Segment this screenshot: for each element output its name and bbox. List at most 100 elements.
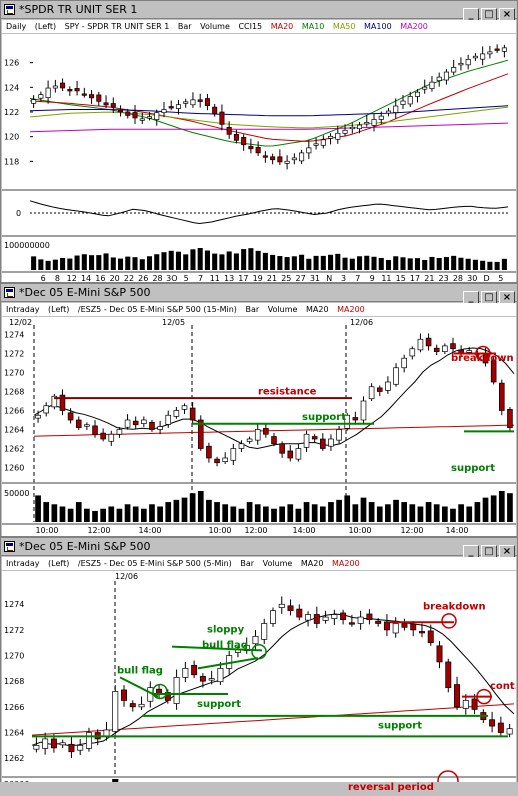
chart-window-icon (4, 4, 15, 15)
volume-bar (393, 499, 399, 522)
candle-up (33, 744, 40, 750)
annotation-circle (441, 613, 457, 629)
volume-bar (173, 499, 180, 522)
volume-bar (487, 261, 493, 270)
candle-down (263, 428, 269, 435)
candle-up (77, 744, 84, 751)
annotation-support: support (302, 412, 346, 423)
chart-window-icon (4, 287, 15, 298)
candle-up (480, 53, 486, 60)
candle-down (262, 155, 268, 158)
annotation-breakdown: breakdown (423, 601, 486, 612)
volume-bar (248, 248, 254, 270)
x-tick-label: 22 (124, 274, 134, 282)
candle-up (320, 139, 326, 146)
volume-bar (409, 504, 416, 522)
maximize-button[interactable]: □ (481, 8, 497, 22)
candle-down (206, 445, 212, 459)
x-tick-label: 27 (296, 274, 306, 282)
candle-down (110, 103, 116, 108)
volume-bar (154, 254, 160, 270)
volume-bar (74, 255, 80, 270)
volume-bar (204, 250, 210, 270)
info-item: CCI15 (238, 22, 263, 31)
volume-bar (190, 249, 196, 270)
candle-up (35, 414, 41, 419)
candle-down (60, 82, 66, 89)
x-tick-label: 10:00 (208, 526, 231, 535)
volume-bar (263, 506, 269, 522)
candle-up (230, 448, 237, 461)
candle-down (197, 99, 203, 102)
chart-info-bar: Intraday (Left) /ESZ5 - Dec 05 E-Mini S&… (2, 303, 516, 316)
volume-bar (183, 254, 189, 270)
volume-bar (254, 504, 261, 522)
volume-bar (295, 508, 302, 522)
volume-bar (139, 259, 145, 270)
volume-bar (226, 251, 232, 270)
window-title: *Dec 05 E-Mini S&P 500 (19, 286, 151, 299)
footer-strip: reversal period (0, 782, 518, 796)
legend-ma200: MA200 (400, 22, 428, 31)
volume-bar (60, 257, 66, 270)
y-tick-label: 118 (4, 157, 19, 166)
volume-bar (466, 506, 473, 522)
candle-down (67, 412, 74, 421)
candle-up (443, 71, 449, 81)
volume-bar (401, 502, 408, 522)
candle-down (279, 443, 285, 454)
candle-down (270, 156, 276, 161)
x-tick-label: 14:00 (138, 526, 161, 535)
volume-bar (146, 256, 153, 270)
candle-down (219, 111, 225, 125)
y-tick-label: 126 (4, 59, 19, 68)
candle-up (222, 457, 228, 462)
chart-area[interactable]: 118 120 122 124 126 0 100000000 6 8 12 14 16 20 22 26 2… (2, 34, 516, 282)
volume-bar (132, 257, 138, 270)
candle-down (168, 106, 174, 109)
x-tick-label: 21 (267, 274, 277, 282)
volume-bar (149, 504, 155, 522)
title-bar[interactable]: *Dec 05 E-Mini S&P 500 _ □ × (1, 538, 517, 559)
candle-down (489, 719, 496, 727)
volume-bar (67, 258, 73, 270)
volume-bar (92, 510, 98, 522)
volume-bar (442, 506, 448, 522)
title-bar[interactable]: *SPDR TR UNIT SER 1 _ □ × (1, 1, 517, 22)
title-bar[interactable]: *Dec 05 E-Mini S&P 500 _ □ × (1, 284, 517, 305)
candle-up (183, 101, 189, 104)
volume-bar (433, 504, 440, 522)
chart-area[interactable]: 1260 1262 1264 1266 1268 1270 1272 1274 12/02 12/… (2, 317, 516, 536)
volume-bar (349, 258, 355, 270)
candle-down (425, 337, 432, 347)
candle-down (74, 88, 80, 92)
info-item: /ESZ5 - Dec 05 E-Mini S&P 500 (5-Min) (77, 559, 232, 568)
volume-bar (35, 495, 41, 522)
candle-down (490, 360, 497, 383)
candle-down (68, 743, 75, 753)
candle-down (401, 623, 408, 628)
candle-down (197, 419, 204, 449)
candle-down (248, 145, 254, 150)
legend-ma10: MA10 (301, 22, 325, 31)
candle-up (368, 386, 375, 400)
x-tick-label: 8 (55, 274, 60, 282)
candle-down (497, 722, 504, 733)
cci-zero-label: 0 (16, 209, 21, 218)
volume-bar (197, 248, 203, 270)
candle-up (165, 414, 172, 425)
candle-up (328, 438, 334, 447)
volume-bar (344, 495, 351, 522)
candle-up (254, 429, 261, 441)
candle-down (149, 421, 155, 430)
annotation-cont: cont. (490, 681, 516, 692)
volume-bar (450, 508, 456, 522)
volume-bar (299, 254, 305, 270)
volume-bar (364, 255, 370, 270)
chart-area[interactable]: 1262 1264 1266 1268 1270 1272 1274 12/06 bull fl… (2, 571, 516, 795)
x-tick-label: 5 (498, 274, 503, 282)
volume-bar (277, 256, 283, 270)
x-tick-label: 17 (410, 274, 420, 282)
volume-bar (233, 253, 239, 270)
flag-line (171, 645, 263, 652)
